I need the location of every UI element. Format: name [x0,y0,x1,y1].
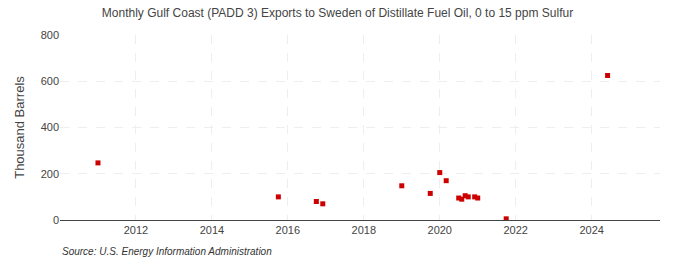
svg-text:2012: 2012 [124,224,148,236]
svg-text:600: 600 [41,75,59,87]
svg-text:2016: 2016 [276,224,300,236]
svg-text:2020: 2020 [428,224,452,236]
svg-text:2024: 2024 [579,224,603,236]
svg-text:Source: U.S. Energy Informatio: Source: U.S. Energy Information Administ… [62,246,272,257]
svg-text:2022: 2022 [503,224,527,236]
svg-text:800: 800 [41,29,59,41]
svg-text:Monthly Gulf Coast (PADD 3) Ex: Monthly Gulf Coast (PADD 3) Exports to S… [102,6,573,20]
svg-text:2018: 2018 [352,224,376,236]
svg-text:200: 200 [41,168,59,180]
svg-text:0: 0 [53,214,59,226]
svg-text:2014: 2014 [200,224,224,236]
svg-text:Thousand Barrels: Thousand Barrels [12,76,27,179]
svg-text:400: 400 [41,121,59,133]
